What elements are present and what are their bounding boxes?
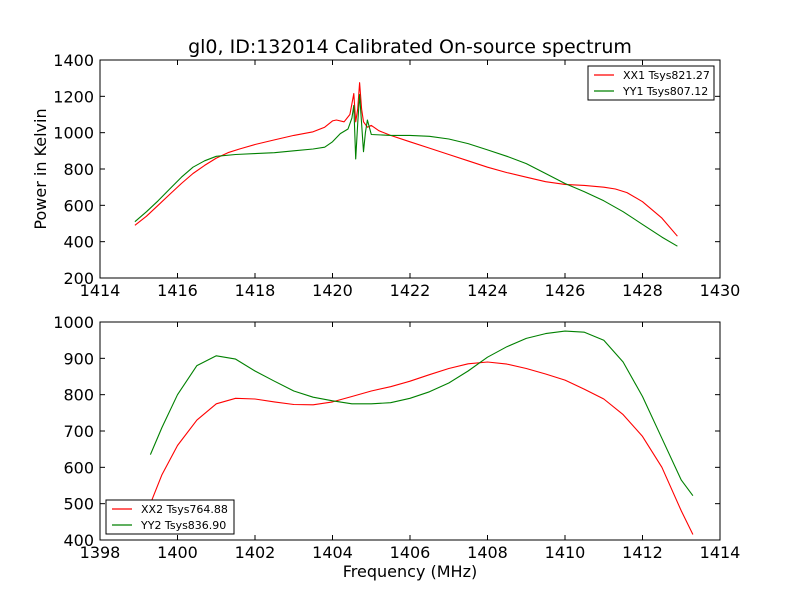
- bottom-legend: [105, 499, 235, 535]
- bottom-x-tick-label: 1412: [622, 543, 663, 562]
- top-y-axis-label: Power in Kelvin: [31, 108, 50, 229]
- top-y-tick-label: 600: [63, 196, 94, 215]
- top-y-tick-label: 400: [63, 233, 94, 252]
- top-x-tick-label: 1420: [312, 281, 353, 300]
- chart-title: gl0, ID:132014 Calibrated On-source spec…: [188, 36, 632, 58]
- top-y-tick-label: 1200: [53, 87, 94, 106]
- bottom-y-tick-label: 500: [63, 495, 94, 514]
- top-y-tick-label: 800: [63, 160, 94, 179]
- top-legend: [587, 65, 715, 101]
- bottom-x-tick-label: 1398: [80, 543, 121, 562]
- top-x-tick-label: 1414: [80, 281, 121, 300]
- top-x-tick-label: 1418: [235, 281, 276, 300]
- top-x-tick-label: 1430: [700, 281, 741, 300]
- bottom-y-tick-label: 400: [63, 531, 94, 550]
- bottom-x-tick-label: 1402: [235, 543, 276, 562]
- bottom-legend-label-1: XX2 Tsys764.88: [141, 503, 228, 516]
- bottom-legend-label-2: YY2 Tsys836.90: [140, 519, 226, 532]
- bottom-y-tick-label: 800: [63, 386, 94, 405]
- bottom-x-tick-label: 1406: [390, 543, 431, 562]
- bottom-y-tick-label: 900: [63, 349, 94, 368]
- bottom-series-line-1: [149, 361, 694, 535]
- top-legend-label-1: XX1 Tsys821.27: [623, 69, 710, 82]
- bottom-x-tick-label: 1404: [312, 543, 353, 562]
- bottom-x-tick-label: 1408: [467, 543, 508, 562]
- bottom-y-tick-label: 600: [63, 458, 94, 477]
- bottom-x-tick-label: 1410: [545, 543, 586, 562]
- bottom-x-tick-label: 1414: [700, 543, 741, 562]
- top-y-tick-label: 1000: [53, 124, 94, 143]
- top-plot: 1414 1416 1418 1420 1422 1424 1426 1428 1430 200 4…: [53, 51, 740, 300]
- top-y-tick-label: 200: [63, 269, 94, 288]
- top-y-tick-label: 1400: [53, 51, 94, 70]
- bottom-x-tick-label: 1400: [157, 543, 198, 562]
- bottom-series-line-2: [149, 330, 694, 497]
- bottom-x-axis-label: Frequency (MHz): [343, 562, 477, 581]
- top-legend-label-2: YY1 Tsys807.12: [622, 85, 708, 98]
- top-x-tick-label: 1426: [545, 281, 586, 300]
- bottom-y-tick-label: 1000: [53, 313, 94, 332]
- bottom-plot: 1398 1400 1402 1404 1406 1408 1410 1412 1414 400 5…: [53, 313, 740, 562]
- top-x-tick-label: 1424: [467, 281, 508, 300]
- top-x-tick-label: 1428: [622, 281, 663, 300]
- bottom-y-tick-label: 700: [63, 422, 94, 441]
- top-series-line-2: [134, 93, 678, 247]
- top-x-tick-label: 1422: [390, 281, 431, 300]
- top-x-tick-label: 1416: [157, 281, 198, 300]
